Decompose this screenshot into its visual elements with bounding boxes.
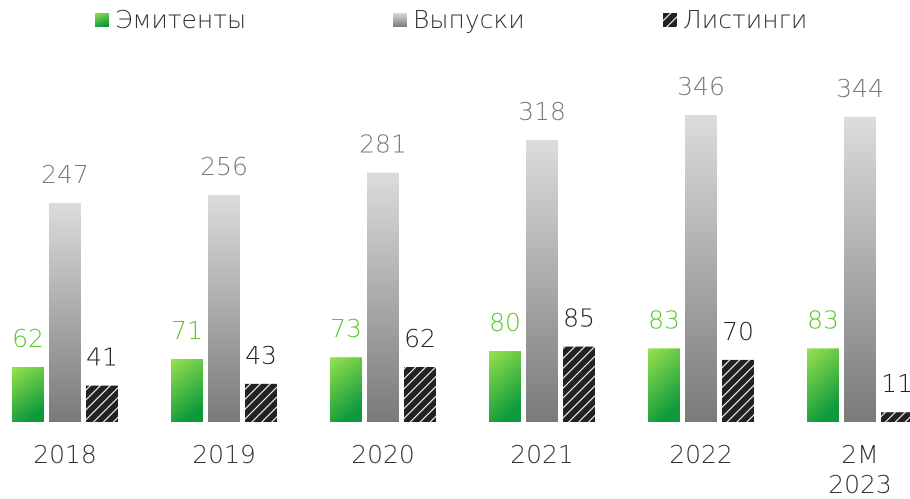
legend-label: Эмитенты	[115, 5, 246, 34]
value-label: 41	[86, 343, 118, 372]
value-label: 71	[171, 316, 203, 345]
value-label: 70	[722, 317, 754, 346]
bar	[171, 359, 203, 422]
value-label: 85	[563, 304, 595, 333]
bar	[86, 385, 118, 422]
bar	[563, 346, 595, 422]
value-label: 43	[245, 341, 277, 370]
bar	[245, 383, 277, 422]
x-tick-label: 2M 2023	[828, 440, 892, 499]
bar	[489, 351, 521, 422]
value-label: 62	[12, 324, 44, 353]
bar	[881, 412, 910, 422]
bar	[12, 366, 44, 422]
legend-swatch	[663, 13, 677, 27]
x-tick-label: 2020	[351, 440, 415, 469]
x-tick-label: 2021	[510, 440, 574, 469]
value-label: 318	[518, 97, 566, 126]
bar	[807, 348, 839, 422]
bar	[685, 115, 717, 422]
value-label: 62	[404, 324, 436, 353]
value-label: 80	[489, 308, 521, 337]
value-label: 247	[41, 160, 89, 189]
bar	[330, 357, 362, 422]
bar	[648, 348, 680, 422]
bar	[367, 172, 399, 422]
legend-label: Листинги	[683, 5, 807, 34]
value-label: 344	[836, 74, 884, 103]
bar	[722, 359, 754, 422]
value-label: 11	[881, 369, 910, 398]
value-label: 83	[648, 305, 680, 334]
value-label: 281	[359, 130, 407, 159]
x-tick-label: 2018	[33, 440, 97, 469]
value-label: 256	[200, 152, 248, 181]
value-label: 83	[807, 305, 839, 334]
bar	[208, 194, 240, 422]
bar	[404, 366, 436, 422]
x-tick-label: 2019	[192, 440, 256, 469]
bar	[49, 202, 81, 422]
x-tick-label: 2022	[669, 440, 733, 469]
bar	[526, 139, 558, 422]
value-label: 73	[330, 314, 362, 343]
legend-swatch	[95, 13, 109, 27]
bar	[844, 116, 876, 422]
legend-label: Выпуски	[413, 5, 525, 34]
value-label: 346	[677, 72, 725, 101]
legend-swatch	[393, 13, 407, 27]
